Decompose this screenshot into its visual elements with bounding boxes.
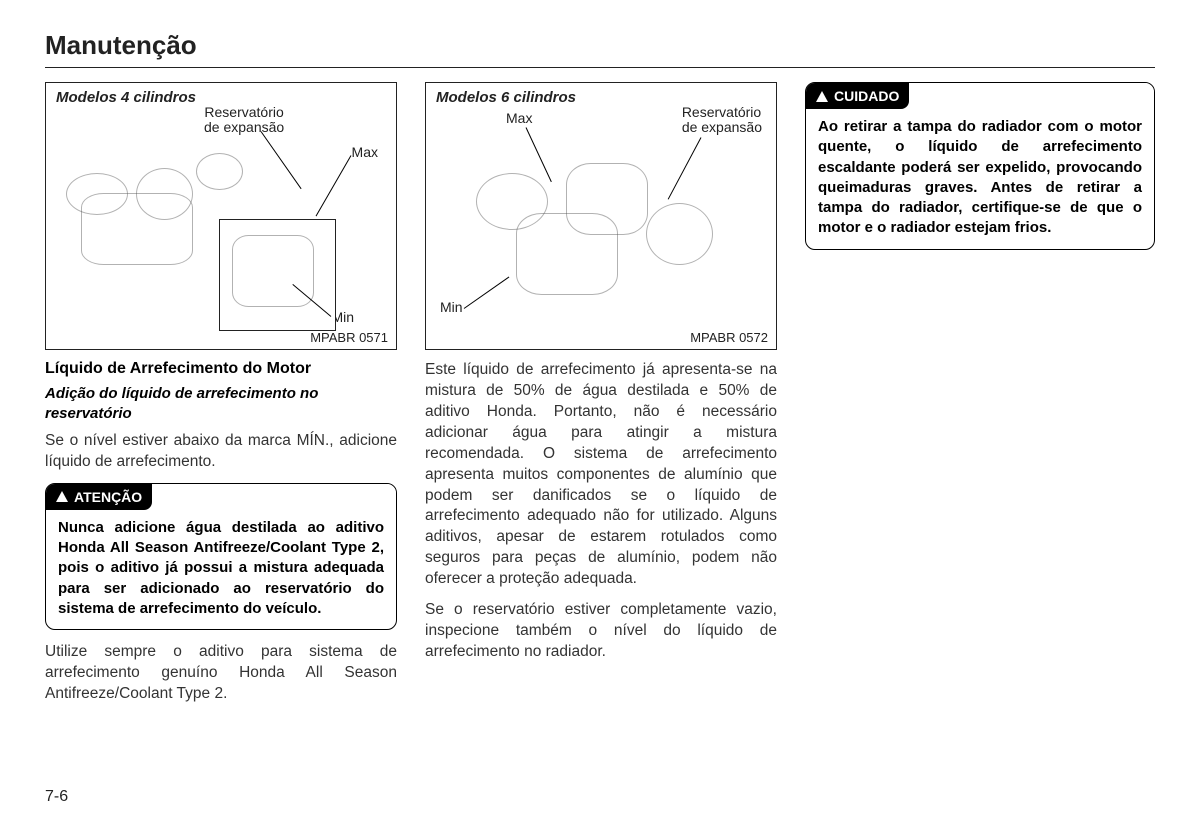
figure-inset: [219, 219, 336, 331]
label-max: Max: [506, 111, 532, 126]
warning-icon: [56, 491, 68, 502]
column-2: Modelos 6 cilindros Max Reservatóriode e…: [425, 82, 777, 715]
section-heading: Líquido de Arrefecimento do Motor: [45, 360, 397, 378]
alert-body: Ao retirar a tampa do radiador com o mot…: [806, 109, 1154, 249]
label-max: Max: [352, 145, 378, 160]
label-min: Min: [440, 300, 463, 315]
warning-icon: [816, 91, 828, 102]
label-reservoir: Reservatóriode expansão: [204, 105, 284, 136]
figure-title: Modelos 4 cilindros: [56, 89, 196, 106]
body-para: Utilize sempre o aditivo para sistema de…: [45, 642, 397, 705]
alert-title: CUIDADO: [834, 88, 899, 104]
sub-heading: Adição do líquido de arrefecimento no re…: [45, 384, 397, 423]
alert-atencao: ATENÇÃO Nunca adicione água destilada ao…: [45, 483, 397, 630]
body-para: Este líquido de arrefecimento já apresen…: [425, 360, 777, 590]
figure-4-cylinder: Modelos 4 cilindros Reservatóriode expan…: [45, 82, 397, 350]
page-number: 7-6: [45, 788, 68, 806]
alert-header: CUIDADO: [806, 83, 909, 109]
figure-code: MPABR 0572: [690, 330, 768, 345]
alert-header: ATENÇÃO: [46, 484, 152, 510]
figure-code: MPABR 0571: [310, 330, 388, 345]
alert-title: ATENÇÃO: [74, 489, 142, 505]
body-para: Se o nível estiver abaixo da marca MÍN.,…: [45, 431, 397, 473]
alert-body: Nunca adicione água destilada ao aditivo…: [46, 510, 396, 629]
figure-6-cylinder: Modelos 6 cilindros Max Reservatóriode e…: [425, 82, 777, 350]
column-1: Modelos 4 cilindros Reservatóriode expan…: [45, 82, 397, 715]
body-para: Se o reservatório estiver completamente …: [425, 600, 777, 663]
column-3: CUIDADO Ao retirar a tampa do radiador c…: [805, 82, 1155, 715]
manual-page: Manutenção Modelos 4 cilindros Reservató…: [0, 0, 1200, 826]
alert-cuidado: CUIDADO Ao retirar a tampa do radiador c…: [805, 82, 1155, 250]
figure-title: Modelos 6 cilindros: [436, 89, 576, 106]
label-reservoir: Reservatóriode expansão: [682, 105, 762, 136]
chapter-title: Manutenção: [45, 30, 1155, 68]
content-columns: Modelos 4 cilindros Reservatóriode expan…: [45, 82, 1155, 715]
